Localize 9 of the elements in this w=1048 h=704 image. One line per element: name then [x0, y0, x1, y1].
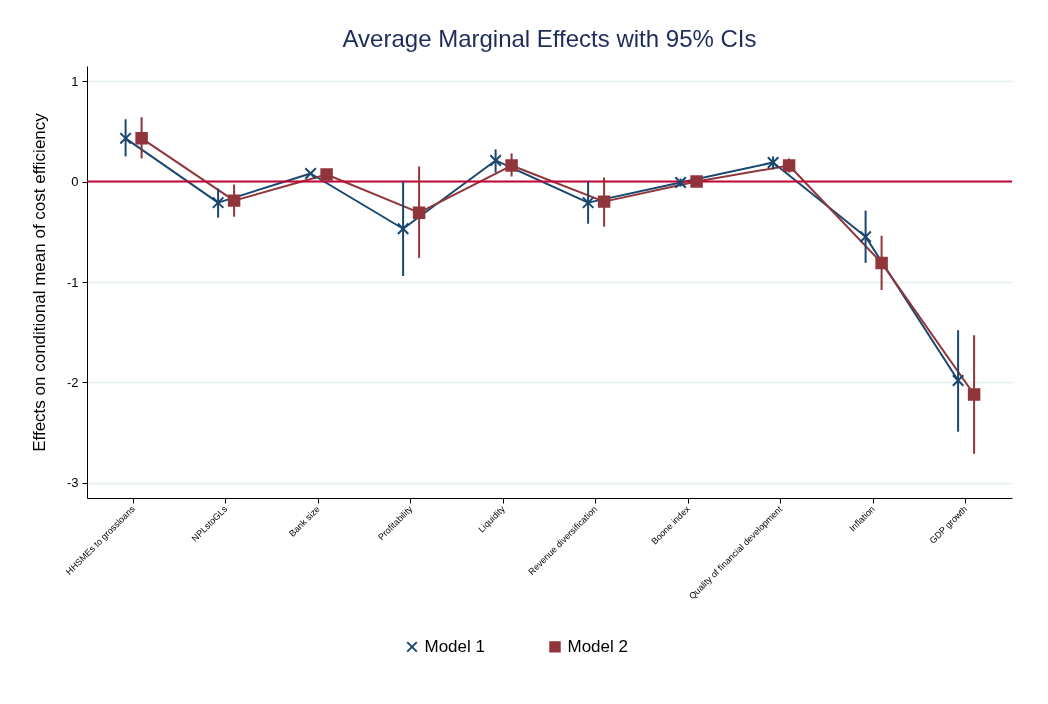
y-axis-title: Effects on conditional mean of cost efficiency [29, 112, 49, 452]
y-tick-label: 1 [71, 73, 79, 89]
legend-label: Model 1 [424, 636, 485, 656]
y-tick-label: -1 [66, 274, 79, 290]
y-tick-label: -3 [66, 475, 79, 491]
y-tick-label: -2 [66, 374, 79, 390]
chart-title: Average Marginal Effects with 95% CIs [342, 25, 757, 52]
legend-label: Model 2 [567, 636, 628, 656]
y-tick-label: 0 [71, 174, 79, 190]
